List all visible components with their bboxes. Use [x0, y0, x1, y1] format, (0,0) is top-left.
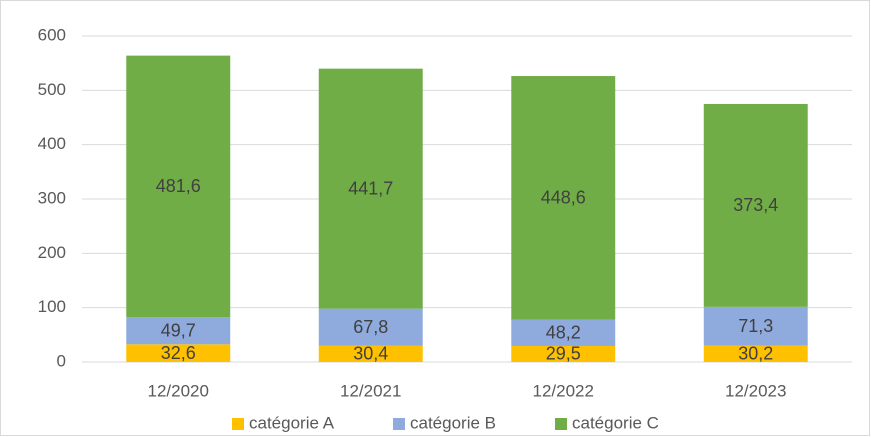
- bar-segment: [703, 103, 808, 307]
- y-tick-label: 600: [38, 25, 66, 44]
- x-tick-label: 12/2023: [725, 381, 786, 400]
- data-label: 30,4: [353, 343, 388, 363]
- bar-segment: [703, 345, 808, 362]
- legend-label: catégorie A: [249, 413, 335, 432]
- data-label: 448,6: [541, 188, 586, 208]
- bar-segment: [703, 306, 808, 346]
- y-tick-label: 300: [38, 188, 66, 207]
- bar-segment: [511, 345, 616, 362]
- bar-segment: [126, 344, 231, 362]
- data-label: 373,4: [733, 195, 778, 215]
- y-tick-label: 100: [38, 297, 66, 316]
- x-tick-label: 12/2021: [340, 381, 401, 400]
- data-label: 49,7: [161, 321, 196, 341]
- legend-swatch: [232, 418, 244, 430]
- data-label: 481,6: [156, 176, 201, 196]
- bar-segment: [318, 68, 423, 309]
- y-tick-label: 400: [38, 134, 66, 153]
- y-tick-label: 0: [57, 351, 66, 370]
- bar-segment: [511, 76, 616, 320]
- y-tick-label: 500: [38, 80, 66, 99]
- bar-segment: [318, 345, 423, 362]
- data-label: 441,7: [348, 178, 393, 198]
- legend-swatch: [393, 418, 405, 430]
- x-tick-label: 12/2020: [148, 381, 209, 400]
- legend-label: catégorie C: [572, 413, 659, 432]
- bar-segment: [126, 317, 231, 345]
- data-label: 48,2: [546, 323, 581, 343]
- data-label: 29,5: [546, 344, 581, 364]
- bar-segment: [318, 308, 423, 346]
- y-tick-label: 200: [38, 243, 66, 262]
- x-tick-label: 12/2022: [533, 381, 594, 400]
- legend-swatch: [555, 418, 567, 430]
- data-label: 71,3: [738, 316, 773, 336]
- data-label: 32,6: [161, 343, 196, 363]
- data-label: 30,2: [738, 344, 773, 364]
- bar-segment: [126, 55, 231, 318]
- data-label: 67,8: [353, 317, 388, 337]
- bar-segment: [511, 319, 616, 346]
- legend-label: catégorie B: [410, 413, 496, 432]
